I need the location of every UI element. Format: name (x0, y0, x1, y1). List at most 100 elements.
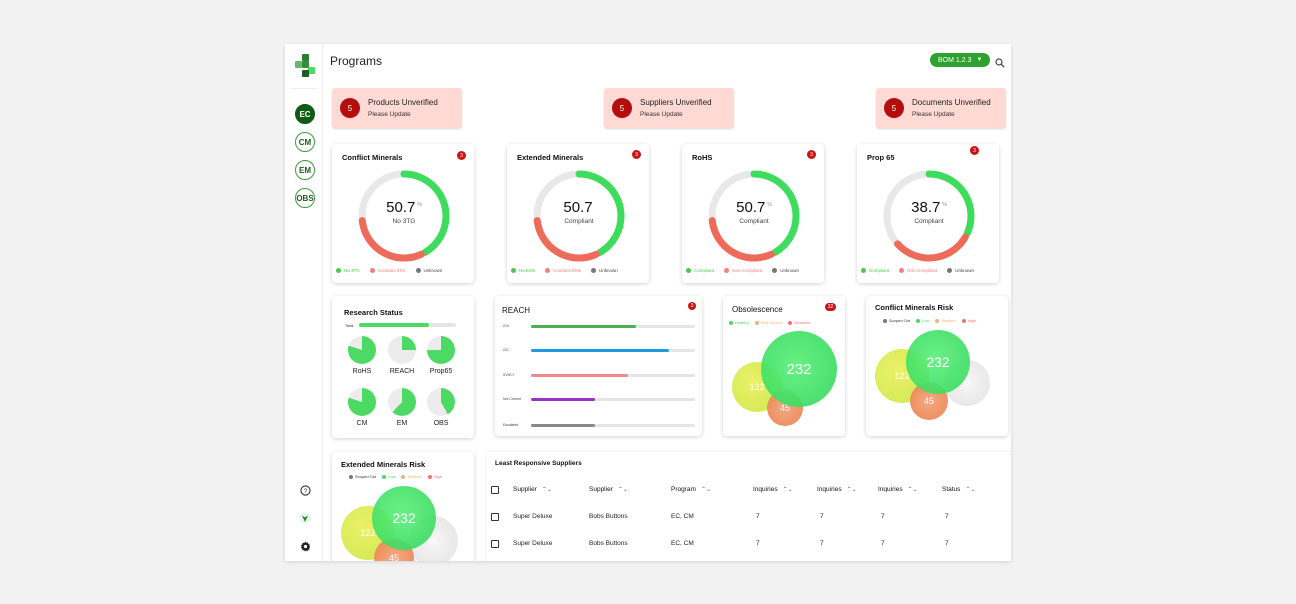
sidebar: EC CM EM OBS ? (285, 44, 323, 561)
row-checkbox[interactable] (491, 530, 513, 557)
legend-item: Non-Compliant (724, 268, 762, 273)
gauge-value: 50.7 (563, 199, 593, 216)
card-title: Least Responsive Suppliers (495, 460, 582, 467)
legend-dot (545, 268, 551, 273)
notification-badge: 3 (632, 150, 641, 159)
gauge-arc-noncompliant (708, 170, 800, 262)
sort-icon[interactable]: ⌃⌄ (965, 487, 976, 493)
gauge-arc-noncompliant (533, 170, 625, 262)
card-conflict-minerals-risk[interactable]: Conflict Minerals Risk Scoped Out Low Medi… (866, 296, 1008, 436)
alert-suppliers-unverified[interactable]: 5 Suppliers Unverified Please Update (604, 88, 734, 128)
legend-dot (788, 320, 793, 325)
reach-row[interactable]: Escalated (503, 421, 695, 431)
reach-row-label: SVHC+ (503, 373, 515, 377)
column-header-supplier[interactable]: Supplier ⌃⌄ (589, 486, 628, 493)
pie-rohs[interactable] (348, 336, 376, 364)
cell-status: 7 (945, 513, 949, 520)
gauge-label: Compliant (914, 218, 944, 225)
help-icon[interactable]: ? (298, 483, 312, 497)
column-header-supplier[interactable]: Supplier ⌃⌄ (513, 486, 552, 493)
bom-selector[interactable]: BOM 1.2.3 ▼ (930, 53, 991, 67)
reach-row[interactable]: Not Current (503, 395, 695, 405)
gauge-arc-compliant (883, 170, 975, 262)
legend-item: Compliant (861, 268, 889, 273)
table-row[interactable]: Super Deluxe Bobs Buttons EC, CM 7 7 7 7 (491, 503, 1002, 530)
reach-row[interactable]: 221 (503, 346, 695, 356)
sidebar-item-obs[interactable]: OBS (295, 188, 315, 208)
sort-icon[interactable]: ⌃⌄ (541, 487, 552, 493)
settings-icon[interactable] (298, 539, 312, 553)
legend-item: Contains EMs (545, 268, 581, 273)
alert-products-unverified[interactable]: 5 Products Unverified Please Update (332, 88, 462, 128)
logo[interactable] (295, 54, 315, 78)
gauge-value: 50.7% (386, 199, 422, 216)
svg-text:?: ? (303, 487, 307, 494)
legend-dot (729, 320, 733, 325)
card-rohs[interactable]: RoHS 3 50.7% Compliant Compliant Non-Comp… (682, 144, 824, 283)
card-title: Extended Minerals Risk (341, 460, 426, 469)
bubble-healthy[interactable]: 232 (761, 331, 837, 407)
gauge-value: 38.7% (911, 199, 947, 216)
legend-item: Medium (935, 318, 956, 323)
total-label: Total (345, 323, 354, 328)
card-title: REACH (502, 306, 531, 315)
pie-obs[interactable] (427, 388, 455, 416)
bubble-low[interactable]: 232 (906, 330, 970, 394)
sort-icon[interactable]: ⌃⌄ (782, 487, 793, 493)
compliance-gauge (533, 170, 625, 262)
bubble-legend: Scoped Out Low Medium High (349, 474, 442, 479)
bubble-low[interactable]: 232 (372, 486, 436, 550)
card-extended-minerals-risk[interactable]: Extended Minerals Risk Scoped Out Low Medi… (332, 452, 474, 561)
card-obsolescence[interactable]: Obsolescence 32 Healthy Risk Source Obsole… (723, 296, 845, 436)
sidebar-item-ec[interactable]: EC (295, 104, 315, 124)
card-research-status[interactable]: Research Status Total RoHS REACH Prop65 CM E… (332, 296, 474, 438)
select-all-checkbox[interactable] (491, 476, 513, 503)
card-reach[interactable]: REACH 3 219 221 SVHC+ Not Current Escalated (495, 296, 702, 436)
pie-em[interactable] (388, 388, 416, 416)
pie-cm[interactable] (348, 388, 376, 416)
card-prop-65[interactable]: Prop 65 3 38.7% Compliant Compliant Non-C… (857, 144, 999, 283)
alert-documents-unverified[interactable]: 5 Documents Unverified Please Update (876, 88, 1006, 128)
page-title: Programs (330, 54, 383, 68)
reach-row[interactable]: 219 (503, 322, 695, 332)
sort-icon[interactable]: ⌃⌄ (846, 487, 857, 493)
reach-bar-track (531, 325, 695, 328)
column-header-inquiries[interactable]: Inquiries ⌃⌄ (753, 486, 793, 493)
reach-row-label: 219 (503, 324, 509, 328)
card-title: Prop 65 (867, 153, 895, 162)
sort-icon[interactable]: ⌃⌄ (907, 487, 918, 493)
row-checkbox[interactable] (491, 503, 513, 530)
legend-item: Obsolete (788, 320, 810, 325)
notification-badge: 3 (970, 146, 979, 155)
pie-label: Prop65 (429, 368, 453, 375)
column-header-program[interactable]: Program ⌃⌄ (671, 486, 711, 493)
card-extended-minerals[interactable]: Extended Minerals 3 50.7 Compliant No EM… (507, 144, 649, 283)
gauge-label: Compliant (564, 218, 594, 225)
gauge-legend: Compliant Non-Compliant Unknown (861, 268, 974, 273)
shield-icon[interactable] (298, 511, 312, 525)
reach-bar-fill (531, 325, 636, 328)
sidebar-item-em[interactable]: EM (295, 160, 315, 180)
table-row[interactable]: Super Deluxe Bobs Buttons EC, CM 7 7 7 7 (491, 530, 1002, 557)
sidebar-item-cm[interactable]: CM (295, 132, 315, 152)
reach-row[interactable]: SVHC+ (503, 371, 695, 381)
bubble-legend: Healthy Risk Source Obsolete (729, 320, 810, 325)
search-icon[interactable] (995, 55, 1005, 73)
legend-dot (415, 268, 421, 273)
column-header-inquiries[interactable]: Inquiries ⌃⌄ (878, 486, 918, 493)
gauge-arc-noncompliant (883, 170, 975, 262)
column-header-status[interactable]: Status ⌃⌄ (942, 486, 976, 493)
notification-badge: 3 (807, 150, 816, 159)
sort-icon[interactable]: ⌃⌄ (700, 487, 711, 493)
cell-supplier: Super Deluxe (513, 540, 553, 547)
pie-prop65[interactable] (427, 336, 455, 364)
legend-item: Contains 3TG (369, 268, 406, 273)
legend-dot (382, 474, 387, 479)
legend-dot (861, 268, 866, 273)
column-header-inquiries[interactable]: Inquiries ⌃⌄ (817, 486, 857, 493)
legend-item: No EMs (511, 268, 535, 273)
card-conflict-minerals[interactable]: Conflict Minerals 3 50.7% No 3TG No 3TG C… (332, 144, 474, 283)
table-header-row: Supplier ⌃⌄ Supplier ⌃⌄ Program ⌃⌄ Inquirie… (491, 476, 1002, 503)
sort-icon[interactable]: ⌃⌄ (617, 487, 628, 493)
pie-reach[interactable] (388, 336, 416, 364)
